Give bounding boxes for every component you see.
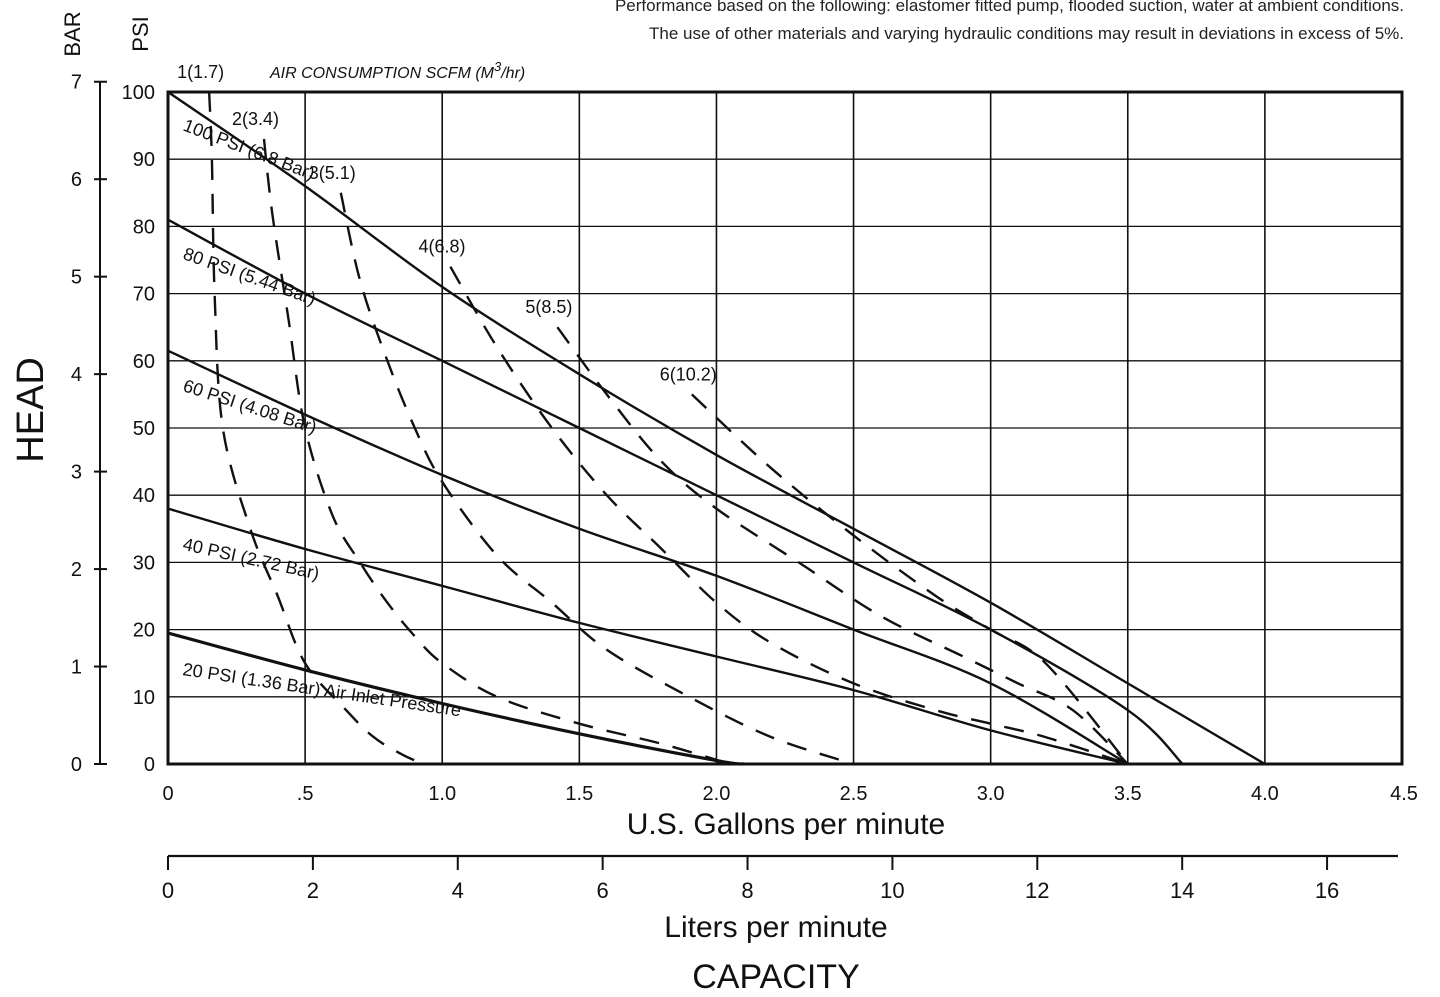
psi-tick-label: 0 [144, 754, 155, 776]
pressure-curve [167, 218, 1184, 765]
lpm-tick-label: 10 [880, 878, 904, 903]
air-curve [449, 266, 1129, 766]
air-curve [690, 393, 1129, 765]
plot-border [166, 90, 1404, 766]
performance-note-line2: The use of other materials and varying h… [649, 24, 1404, 43]
lpm-axis-title: Liters per minute [664, 911, 887, 944]
psi-tick-label: 70 [133, 284, 155, 306]
performance-note-line1: Performance based on the following: elas… [614, 0, 1404, 15]
x-tick-label: 4.5 [1390, 783, 1418, 805]
psi-tick-label: 50 [133, 418, 155, 440]
air-curve-label: 5(8.5) [525, 297, 572, 317]
psi-tick-label: 100 [122, 82, 155, 104]
bar-tick-label: 4 [71, 364, 82, 386]
lpm-tick-label: 2 [307, 878, 319, 903]
bar-tick-label: 2 [71, 559, 82, 581]
lpm-tick-label: 4 [452, 878, 464, 903]
psi-tick-label: 40 [133, 485, 155, 507]
lpm-tick-label: 12 [1025, 878, 1049, 903]
pressure-curve [167, 349, 1129, 766]
bar-unit-label: BAR [60, 11, 85, 56]
psi-tick-label: 60 [133, 351, 155, 373]
air-curve-label: 3(5.1) [309, 163, 356, 183]
bar-tick-label: 0 [71, 754, 82, 776]
x-tick-label: 3.5 [1114, 783, 1142, 805]
head-axis-title: HEAD [10, 357, 52, 463]
air-curve-label: 1(1.7) [177, 62, 224, 82]
x-tick-label: 1.5 [565, 783, 593, 805]
air-curve-label: 2(3.4) [232, 109, 279, 129]
x-tick-label: 0 [162, 783, 173, 805]
x-tick-label: 2.5 [840, 783, 868, 805]
x-tick-label: 1.0 [428, 783, 456, 805]
psi-tick-label: 90 [133, 149, 155, 171]
axes: 0.5 1.0 1.5 2.0 2.5 3.0 3.5 4.0 4.50102030405060… [71, 72, 1418, 903]
air-curve [207, 91, 424, 766]
air-consumption-title: AIR CONSUMPTION SCFM (M3/hr) [269, 59, 525, 82]
pressure-curve [167, 91, 1266, 766]
bar-tick-label: 1 [71, 657, 82, 679]
air-curve [339, 192, 854, 766]
lpm-tick-label: 14 [1170, 878, 1194, 903]
x-tick-label: .5 [297, 783, 314, 805]
bar-tick-label: 5 [71, 267, 82, 289]
bar-tick-label: 7 [71, 72, 82, 94]
x-tick-label: 3.0 [977, 783, 1005, 805]
gpm-axis-title: U.S. Gallons per minute [627, 808, 945, 841]
air-curve [556, 326, 1129, 765]
pressure-curve [167, 631, 745, 766]
bar-tick-label: 6 [71, 169, 82, 191]
pressure-curve-label: 20 PSI (1.36 Bar) Air Inlet Pressure [181, 659, 462, 720]
air-curve [262, 138, 731, 766]
lpm-tick-label: 6 [597, 878, 609, 903]
lpm-tick-label: 0 [162, 878, 174, 903]
capacity-title: CAPACITY [692, 958, 860, 996]
x-tick-label: 2.0 [703, 783, 731, 805]
lpm-tick-label: 16 [1315, 878, 1339, 903]
pressure-curve [167, 507, 1129, 766]
pressure-curve-label: 40 PSI (2.72 Bar) [181, 534, 321, 584]
psi-tick-label: 80 [133, 216, 155, 238]
air-curve-label: 4(6.8) [418, 237, 465, 257]
bar-tick-label: 3 [71, 462, 82, 484]
lpm-tick-label: 8 [741, 878, 753, 903]
grid [168, 92, 1402, 764]
pressure-curve-label: 80 PSI (5.44 Bar) [181, 244, 319, 309]
psi-tick-label: 10 [133, 687, 155, 709]
psi-tick-label: 20 [133, 620, 155, 642]
air-curve-label: 6(10.2) [660, 364, 717, 384]
plot-frame [166, 90, 1404, 766]
x-tick-label: 4.0 [1251, 783, 1279, 805]
air-consumption-curves: 1(1.7) 2(3.4) 3(5.1) 4(6.8) 5(8.5) 6(10.2) [177, 62, 1129, 766]
psi-tick-label: 30 [133, 552, 155, 574]
psi-unit-label: PSI [128, 16, 153, 51]
